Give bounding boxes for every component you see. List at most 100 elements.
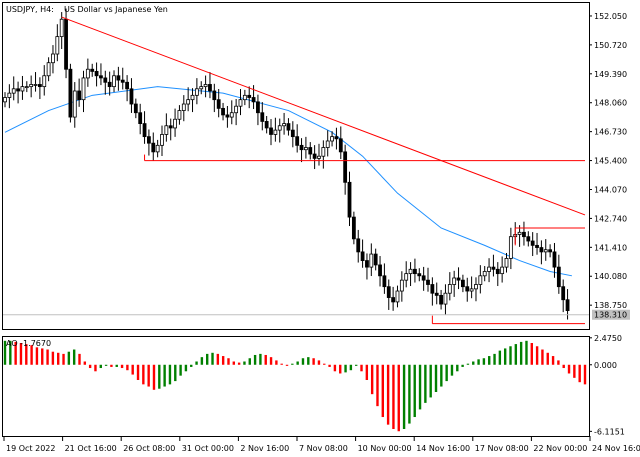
candle — [391, 286, 396, 311]
candle — [321, 140, 326, 169]
candle — [77, 78, 82, 107]
candle — [42, 65, 47, 96]
candle-body — [247, 94, 252, 98]
price-pane[interactable] — [2, 2, 590, 330]
candle — [208, 72, 212, 99]
candle — [155, 139, 160, 158]
candle-body — [99, 75, 103, 79]
candle-body — [504, 258, 509, 268]
candle-body — [264, 121, 269, 129]
candle-body — [68, 68, 73, 118]
candle-body — [251, 97, 256, 103]
candle-body — [338, 138, 343, 153]
candle — [11, 76, 16, 101]
candle-body — [317, 155, 321, 159]
candle-body — [369, 253, 374, 268]
candle — [37, 77, 42, 100]
candle — [24, 81, 29, 93]
candle — [474, 277, 478, 302]
candle-body — [221, 107, 225, 116]
candle — [125, 75, 130, 102]
candle — [426, 267, 430, 292]
candle — [177, 105, 182, 125]
candle — [225, 105, 230, 128]
candle-body — [42, 75, 47, 88]
candle-body — [147, 136, 151, 144]
candle-body — [373, 253, 378, 266]
candle — [443, 284, 448, 315]
candle — [90, 63, 95, 77]
candle — [408, 262, 413, 287]
candle — [465, 277, 470, 302]
candle-body — [430, 284, 435, 294]
candle-body — [330, 136, 334, 142]
candle-body — [395, 290, 400, 303]
candle-body — [465, 286, 470, 292]
candle — [317, 143, 321, 166]
candle — [535, 232, 539, 255]
candle-body — [334, 136, 339, 140]
candle-body — [447, 284, 452, 294]
candle-body — [434, 292, 439, 296]
candle — [386, 279, 391, 310]
candle — [434, 282, 439, 305]
candle — [194, 78, 199, 105]
candle-body — [378, 264, 382, 277]
candle-body — [138, 112, 143, 124]
candle — [482, 266, 487, 282]
candle-body — [164, 125, 169, 135]
candle-body — [417, 273, 422, 277]
candle — [312, 145, 317, 170]
candle-body — [482, 271, 487, 277]
symbol-description: US Dollar vs Japanese Yen — [64, 5, 168, 14]
candle-body — [3, 97, 7, 103]
annotation-lines-layer[interactable] — [3, 16, 589, 325]
candle-body — [535, 244, 539, 248]
candle — [107, 71, 112, 96]
candle-body — [399, 279, 404, 292]
candle-body — [194, 88, 199, 96]
price-tick-label: 145.400 — [594, 157, 627, 166]
candle-body — [561, 286, 566, 301]
candle-body — [186, 99, 191, 105]
candle-body — [199, 86, 204, 90]
candle-body — [116, 75, 121, 81]
candle-body — [129, 88, 134, 105]
candle-body — [181, 103, 186, 111]
time-tick-label: 21 Oct 16:00 — [65, 444, 117, 453]
candle-body — [277, 125, 282, 131]
candle — [103, 70, 108, 95]
candle-body — [72, 90, 77, 118]
candle-body — [469, 288, 474, 292]
candle-body — [212, 90, 217, 101]
price-tick-label: 146.730 — [594, 128, 627, 137]
candle-body — [242, 94, 247, 101]
candle-body — [225, 114, 230, 118]
candle — [242, 89, 247, 106]
candle-body — [556, 266, 561, 288]
candle-body — [120, 79, 125, 83]
candle-body — [478, 275, 483, 285]
ao-tick-label: -6.1151 — [594, 427, 625, 436]
ao-tick-label: 2.4750 — [594, 334, 622, 343]
candle — [439, 289, 443, 310]
candle — [216, 89, 221, 118]
candle — [447, 272, 452, 301]
time-tick-label: 26 Oct 08:00 — [123, 444, 175, 453]
candle-body — [304, 147, 308, 151]
candle — [29, 75, 34, 98]
candle-body — [168, 125, 173, 129]
candle-body — [347, 181, 352, 218]
candle-body — [269, 127, 273, 135]
candle — [33, 72, 38, 92]
candle-body — [408, 268, 413, 275]
candle — [190, 88, 195, 113]
ao-axis: 2.4750 0.000 -6.1151 — [589, 334, 625, 436]
candle — [247, 86, 252, 109]
candle-body — [530, 240, 535, 246]
oscillator-pane[interactable] — [2, 336, 590, 437]
candle — [55, 24, 60, 62]
price-tick-label: 149.390 — [594, 70, 627, 79]
